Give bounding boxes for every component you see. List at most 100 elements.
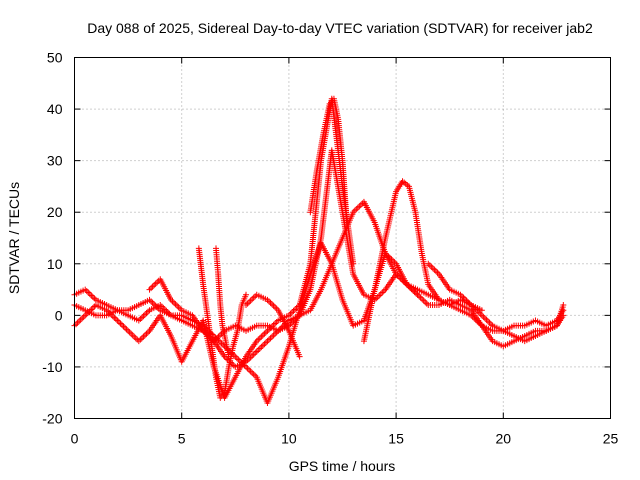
data-point xyxy=(288,309,295,316)
data-point xyxy=(417,294,424,301)
data-point xyxy=(246,299,253,306)
x-axis-label: GPS time / hours xyxy=(289,458,396,474)
data-point xyxy=(79,315,86,322)
y-tick-label: 30 xyxy=(47,153,63,169)
data-point xyxy=(434,269,441,276)
data-point xyxy=(175,304,182,311)
data-point xyxy=(296,353,303,360)
data-point xyxy=(432,268,439,275)
data-point xyxy=(413,290,420,297)
data-point xyxy=(272,330,279,337)
data-point xyxy=(431,266,438,273)
data-point xyxy=(250,294,257,301)
data-point xyxy=(272,304,279,311)
series-sat-g xyxy=(243,291,303,360)
data-point xyxy=(272,320,279,327)
data-point xyxy=(140,333,147,340)
data-point xyxy=(253,348,260,355)
data-point xyxy=(149,299,156,306)
data-point xyxy=(261,341,268,348)
data-point xyxy=(262,329,269,336)
data-point xyxy=(249,296,256,303)
data-point xyxy=(120,323,127,330)
data-point xyxy=(480,313,487,320)
y-tick-label: 50 xyxy=(47,50,63,66)
data-point xyxy=(478,307,485,314)
data-point xyxy=(244,300,251,307)
series-sat-h xyxy=(307,95,350,226)
data-point xyxy=(354,204,361,211)
data-point xyxy=(143,310,150,317)
data-point xyxy=(218,340,225,347)
data-point xyxy=(353,206,360,213)
data-point xyxy=(249,369,256,376)
data-point xyxy=(135,338,142,345)
data-point xyxy=(129,332,136,339)
data-point xyxy=(74,319,81,326)
data-point xyxy=(233,355,240,362)
data-point xyxy=(89,304,96,311)
data-point xyxy=(255,336,262,343)
data-point xyxy=(118,321,125,328)
data-point xyxy=(174,302,181,309)
data-point xyxy=(484,318,491,325)
data-point xyxy=(270,332,277,339)
points-layer xyxy=(71,95,567,407)
data-point xyxy=(264,338,271,345)
y-tick-label: 20 xyxy=(47,204,63,220)
data-point xyxy=(89,293,96,300)
data-point xyxy=(138,335,145,342)
data-point xyxy=(247,297,254,304)
series-sat-c xyxy=(71,240,567,407)
x-tick-label: 5 xyxy=(178,431,186,447)
data-point xyxy=(126,329,133,336)
data-point xyxy=(244,365,251,372)
data-point xyxy=(374,293,381,300)
data-point xyxy=(258,333,265,340)
data-point xyxy=(483,316,490,323)
data-point xyxy=(255,346,262,353)
data-point xyxy=(423,300,430,307)
y-tick-label: 40 xyxy=(47,101,63,117)
series-sat-f xyxy=(213,245,232,360)
data-point xyxy=(149,283,156,290)
data-point xyxy=(419,296,426,303)
data-point xyxy=(356,203,363,210)
x-tick-label: 20 xyxy=(496,431,512,447)
data-point xyxy=(259,332,266,339)
data-point xyxy=(243,291,250,298)
data-point xyxy=(379,289,386,296)
data-point xyxy=(86,290,93,297)
data-point xyxy=(270,302,277,309)
y-tick-label: 10 xyxy=(47,256,63,272)
data-point xyxy=(560,302,567,309)
data-point xyxy=(73,321,80,328)
data-point xyxy=(145,329,152,336)
data-point xyxy=(357,201,364,208)
x-tick-label: 0 xyxy=(71,431,79,447)
data-point xyxy=(420,297,427,304)
data-point xyxy=(422,299,429,306)
y-tick-label: -20 xyxy=(42,411,62,427)
data-point xyxy=(426,262,433,269)
data-point xyxy=(265,336,272,343)
data-point xyxy=(259,342,266,349)
data-point xyxy=(428,263,435,270)
data-point xyxy=(416,293,423,300)
data-point xyxy=(267,335,274,342)
y-axis: -20 -10 0 10 20 30 40 50 xyxy=(42,50,62,427)
data-point xyxy=(269,333,276,340)
data-point xyxy=(151,282,158,289)
data-point xyxy=(262,339,269,346)
data-point xyxy=(225,353,232,360)
data-point xyxy=(171,299,178,306)
data-point xyxy=(269,301,276,308)
chart-title: Day 088 of 2025, Sidereal Day-to-day VTE… xyxy=(87,20,593,36)
data-point xyxy=(477,310,484,317)
data-point xyxy=(154,279,161,286)
x-axis: 0 5 10 15 20 25 xyxy=(71,431,619,447)
data-point xyxy=(486,319,493,326)
series-sat-j xyxy=(425,260,567,345)
data-point xyxy=(112,316,119,323)
data-point xyxy=(114,317,121,324)
